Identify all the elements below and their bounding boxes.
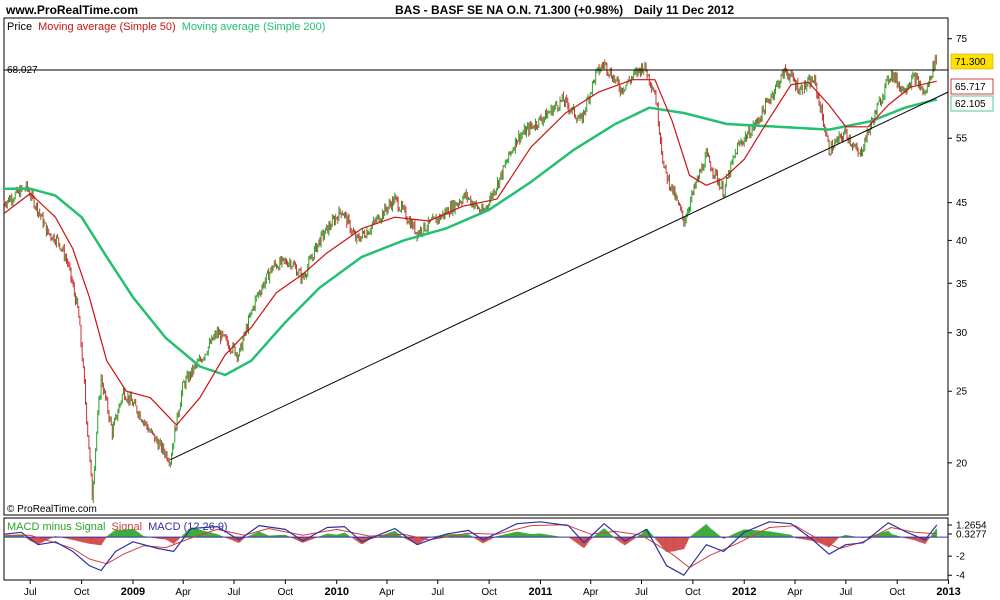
macd-panel: [3, 517, 949, 581]
ma200-badge: 62.105: [950, 95, 994, 112]
y-tick-label: 45: [956, 198, 968, 209]
ma50-layer: [3, 79, 937, 426]
price-series-layer: [3, 54, 937, 504]
macd-line: [3, 521, 938, 576]
last-price-badge: 71.300: [950, 53, 994, 70]
legend-macd-line: MACD (12 26 9): [148, 521, 227, 533]
legend-ma200: Moving average (Simple 200): [182, 21, 326, 33]
macd-y-tick-label: 1.2654: [956, 521, 987, 532]
hline-label: 68.027: [7, 65, 38, 76]
x-tick-label: Oct: [889, 587, 905, 598]
macd-y-tick-label: -4: [956, 571, 965, 582]
legend: Price Moving average (Simple 50) Moving …: [7, 21, 325, 33]
support-trendline[interactable]: [170, 91, 949, 461]
x-tick-label: Apr: [583, 587, 599, 598]
ma200-badge-text: 62.105: [955, 99, 986, 110]
x-tick-label: Apr: [379, 587, 395, 598]
y-tick-label: 55: [956, 134, 968, 145]
legend-price: Price: [7, 21, 32, 33]
x-tick-label: 2010: [324, 586, 348, 598]
ma50-line: [3, 79, 937, 426]
ma200-line: [4, 98, 938, 377]
ma50-badge-bg: [950, 78, 994, 95]
period-label: Daily 11 Dec 2012: [634, 3, 734, 17]
last-price-bg: [950, 53, 994, 70]
copyright: © ProRealTime.com: [7, 504, 97, 515]
y-tick-label: 20: [956, 458, 968, 469]
ma200-layer: [4, 98, 938, 377]
x-tick-label: 2009: [121, 586, 145, 598]
quote-value: 71.300 (+0.98%): [534, 3, 623, 17]
y-tick-label: 30: [956, 328, 968, 339]
ma50-badge-text: 65.717: [955, 82, 986, 93]
trendline-layer: [170, 91, 949, 461]
legend-ma50: Moving average (Simple 50): [38, 21, 176, 33]
x-tick-label: 2011: [529, 586, 553, 598]
y-tick-label: 75: [956, 34, 968, 45]
price-panel: [3, 17, 949, 516]
x-tick-label: Oct: [481, 587, 497, 598]
x-tick-label: Apr: [175, 587, 191, 598]
macd-line-layer: [3, 521, 938, 576]
x-tick-label: 2013: [936, 586, 960, 598]
x-tick-label: Jul: [635, 587, 648, 598]
x-tick-label: Jul: [839, 587, 852, 598]
macd-y-tick-label: 0.3277: [956, 529, 987, 540]
ma200-badge-bg: [950, 95, 994, 112]
x-tick-label: Oct: [685, 587, 701, 598]
y-tick-label: 35: [956, 279, 968, 290]
macd-y-tick-label: -2: [956, 552, 965, 563]
price-y-axis: 75 55 45 40 35 30 25 20: [948, 34, 968, 469]
legend-macd-hist: MACD minus Signal: [7, 521, 105, 533]
site-url[interactable]: www.ProRealTime.com: [5, 3, 138, 17]
macd-signal-layer: [4, 524, 937, 569]
date-x-axis: Jul Oct 2009 Apr Jul Oct 2010 Apr Jul Oct 2011 Apr J…: [24, 580, 961, 598]
x-tick-label: Apr: [787, 587, 803, 598]
y-tick-label: 25: [956, 387, 968, 398]
x-tick-label: Jul: [24, 587, 37, 598]
ma50-badge: 65.717: [950, 78, 994, 95]
x-tick-label: Jul: [228, 587, 241, 598]
x-tick-label: Oct: [74, 587, 90, 598]
last-price-text: 71.300: [955, 57, 986, 68]
chart-title: BAS - BASF SE NA O.N.: [395, 3, 531, 17]
x-tick-label: 2012: [732, 586, 756, 598]
x-tick-label: Oct: [278, 587, 294, 598]
y-tick-label: 40: [956, 236, 968, 247]
macd-signal-line: [4, 524, 937, 569]
x-tick-label: Jul: [431, 587, 444, 598]
